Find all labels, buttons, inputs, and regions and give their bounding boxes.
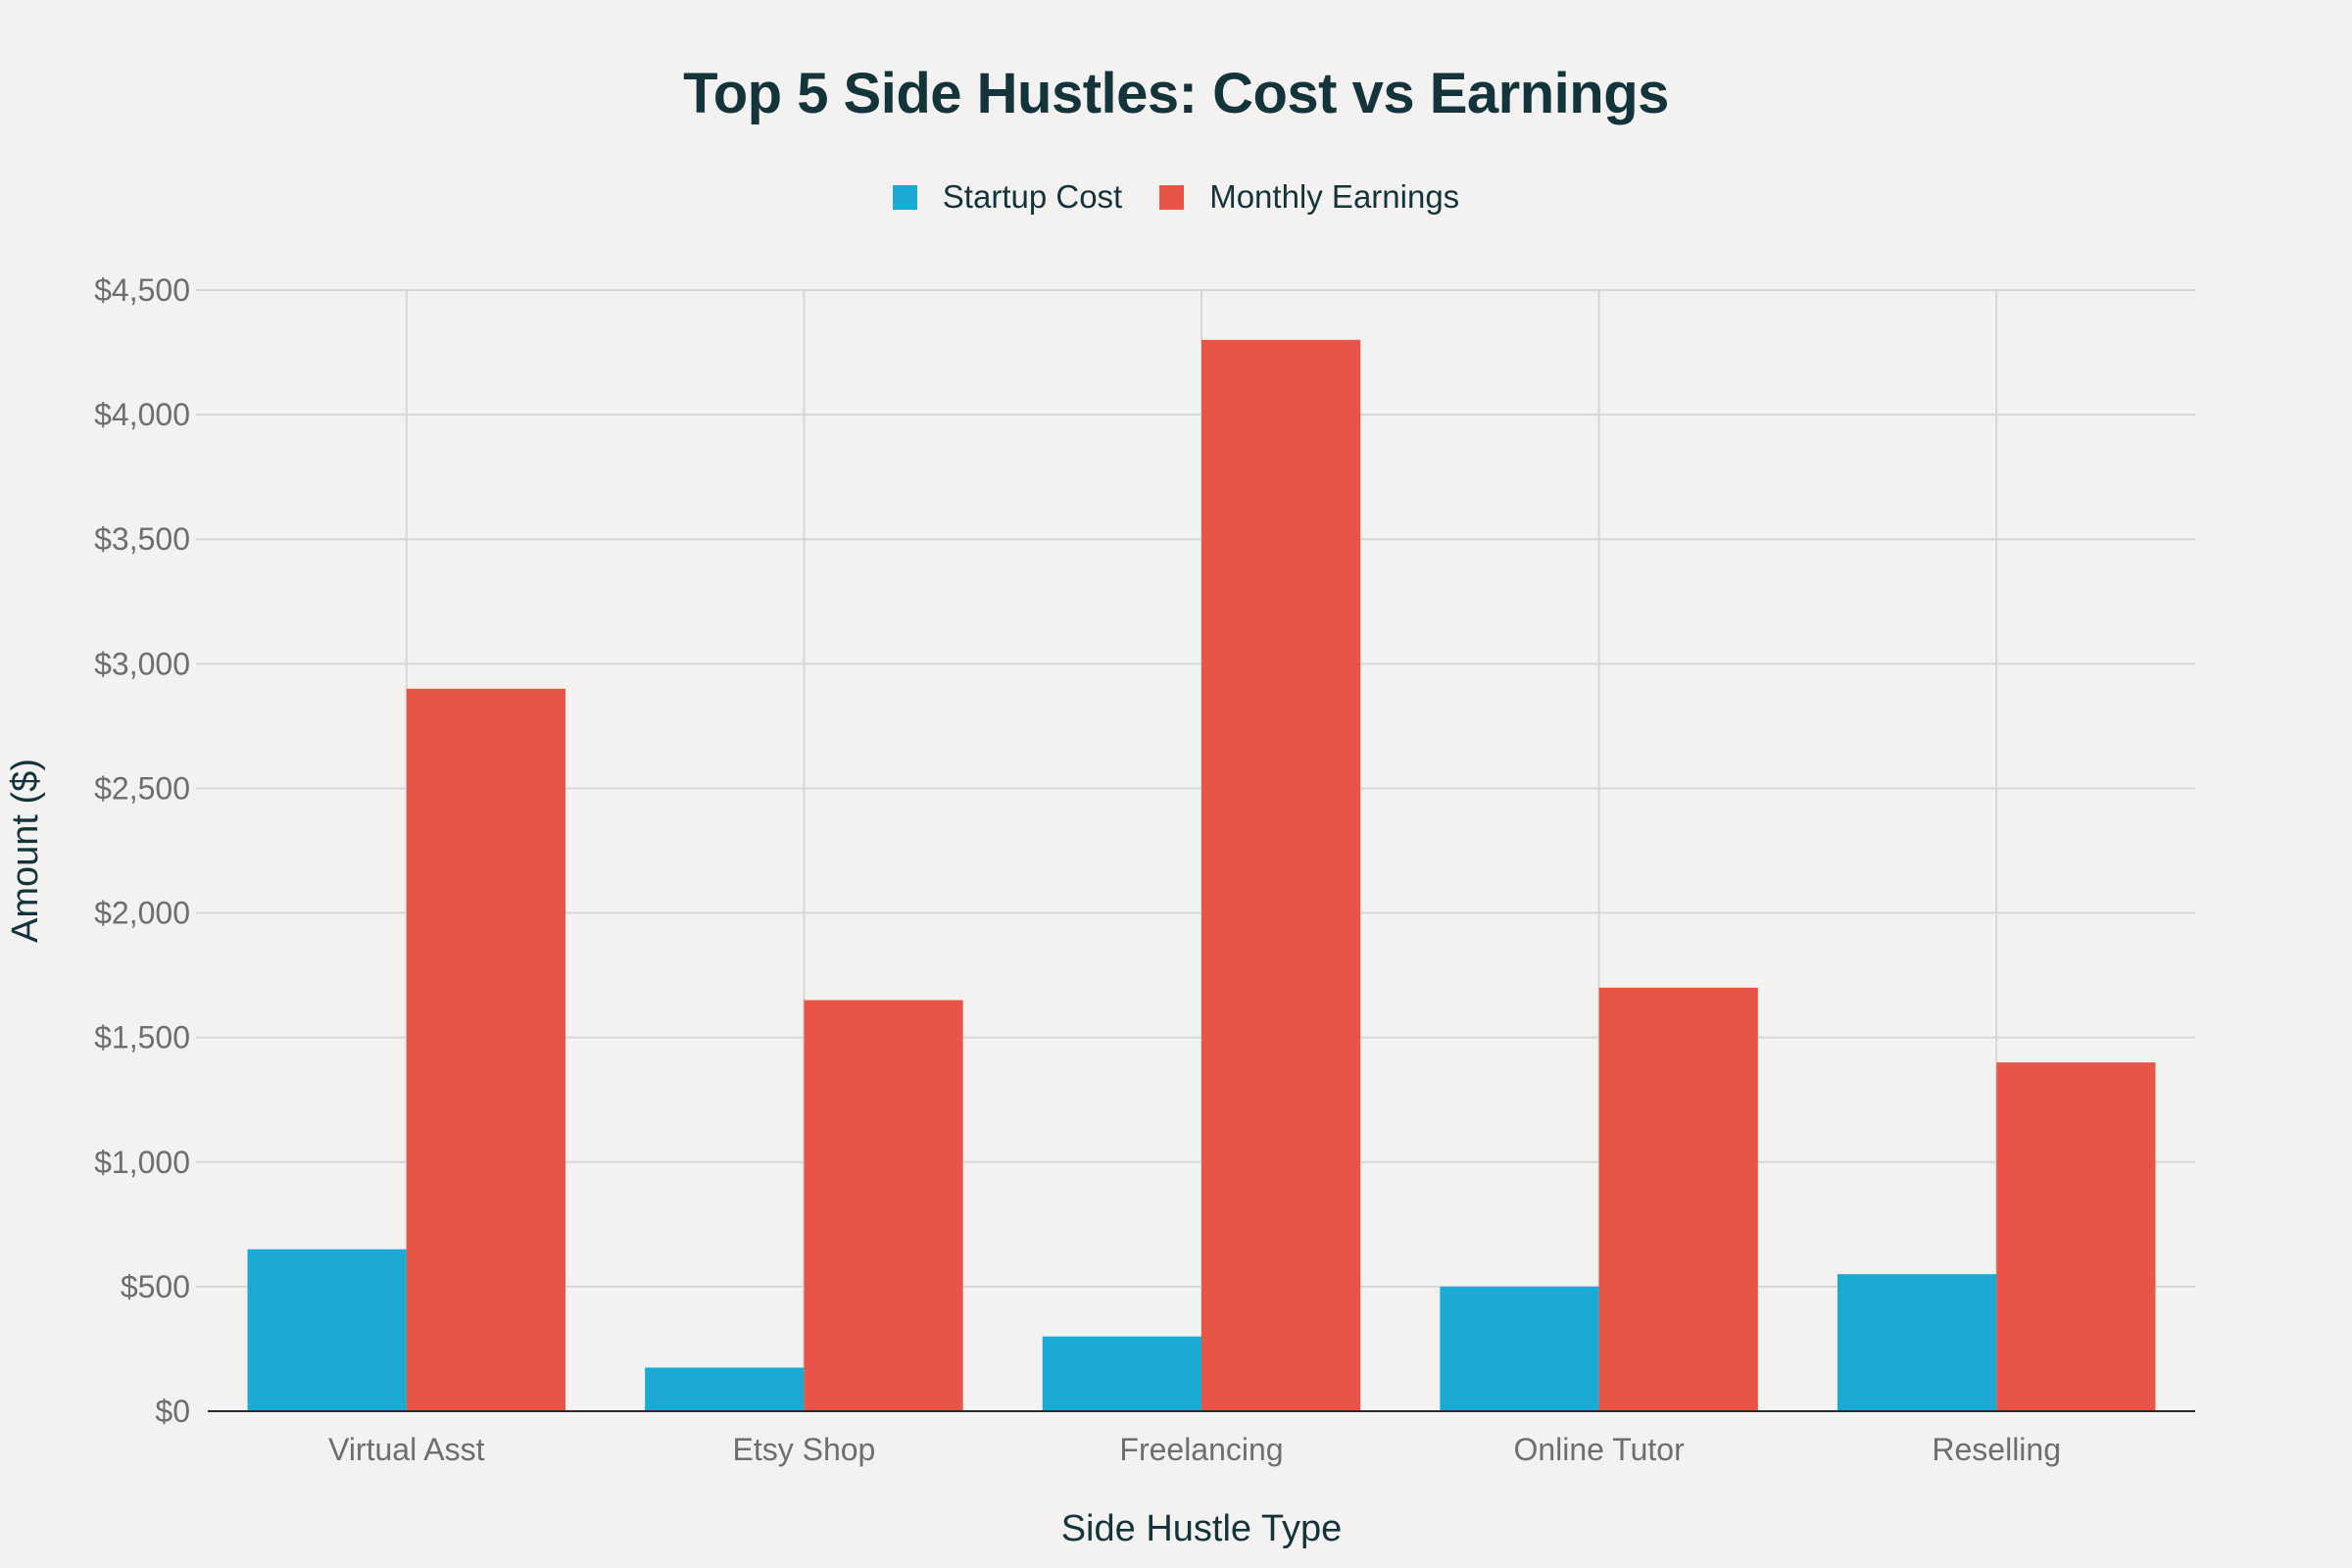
- y-tick-label: $3,500: [94, 521, 190, 557]
- axis-layer: $0 $500 $1,000 $1,500 $2,000 $2,500 $3,000 $3,5…: [94, 272, 2195, 1467]
- bar-monthly-earnings-4[interactable]: [1996, 1062, 2156, 1411]
- legend-label-monthly-earnings: Monthly Earnings: [1209, 178, 1460, 215]
- x-tick-label: Online Tutor: [1513, 1432, 1685, 1467]
- bar-startup-cost-4[interactable]: [1837, 1274, 1997, 1411]
- legend-item-monthly-earnings[interactable]: Monthly Earnings: [1159, 178, 1459, 216]
- bar-startup-cost-3[interactable]: [1440, 1286, 1599, 1411]
- legend-swatch-startup-cost: [892, 184, 917, 210]
- x-tick-label: Freelancing: [1119, 1432, 1283, 1467]
- y-axis-title: Amount ($): [5, 759, 46, 943]
- legend-item-startup-cost[interactable]: Startup Cost: [892, 178, 1123, 216]
- x-axis-title: Side Hustle Type: [1061, 1508, 1343, 1549]
- bar-startup-cost-2[interactable]: [1042, 1336, 1201, 1411]
- bar-monthly-earnings-3[interactable]: [1598, 987, 1758, 1411]
- chart-title: Top 5 Side Hustles: Cost vs Earnings: [683, 62, 1669, 125]
- y-tick-label: $0: [155, 1394, 190, 1429]
- legend-swatch-monthly-earnings: [1159, 184, 1185, 210]
- legend-label-startup-cost: Startup Cost: [942, 178, 1123, 215]
- y-tick-label: $1,000: [94, 1145, 190, 1180]
- y-tick-label: $4,500: [94, 272, 190, 308]
- bars-layer: [247, 339, 2156, 1411]
- y-tick-label: $4,000: [94, 397, 190, 432]
- y-tick-label: $3,000: [94, 646, 190, 681]
- x-tick-label: Reselling: [1932, 1432, 2061, 1467]
- x-tick-label: Etsy Shop: [732, 1432, 875, 1467]
- y-tick-label: $2,500: [94, 770, 190, 806]
- bar-monthly-earnings-1[interactable]: [804, 1000, 963, 1411]
- bar-monthly-earnings-2[interactable]: [1201, 339, 1361, 1411]
- x-tick-label: Virtual Asst: [328, 1432, 485, 1467]
- legend: Startup Cost Monthly Earnings: [0, 178, 2352, 216]
- bar-startup-cost-0[interactable]: [247, 1249, 407, 1411]
- bar-startup-cost-1[interactable]: [645, 1367, 805, 1411]
- y-tick-label: $500: [121, 1269, 190, 1304]
- bar-monthly-earnings-0[interactable]: [406, 688, 566, 1411]
- y-tick-label: $1,500: [94, 1020, 190, 1055]
- y-tick-label: $2,000: [94, 896, 190, 931]
